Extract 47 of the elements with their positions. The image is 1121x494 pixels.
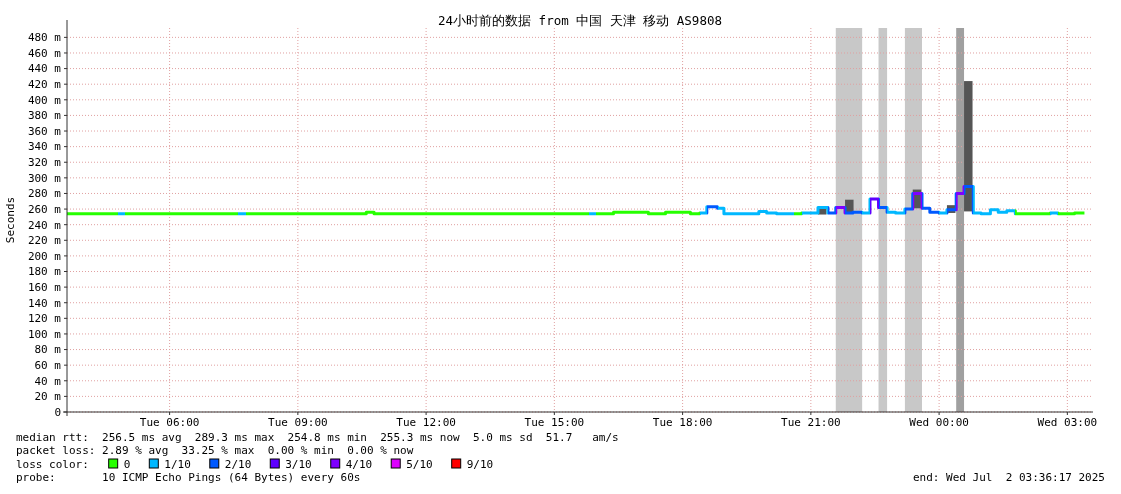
y-tick-label: 180 m bbox=[27, 265, 62, 279]
x-tick-label: Wed 00:00 bbox=[909, 416, 969, 429]
chart-title: 24小时前的数据 from 中国 天津 移动 AS9808 bbox=[438, 13, 722, 28]
y-tick-label: 380 m bbox=[27, 109, 62, 123]
text: median rtt: 256.5 ms avg 289.3 ms max 254.8 ms min 255.3 ms now 5.0 ms sd 51.7 am/s bbox=[16, 431, 619, 444]
x-tick-label: Tue 12:00 bbox=[396, 416, 456, 429]
x-tick-label: Tue 06:00 bbox=[139, 416, 200, 429]
y-tick-label: 460 m bbox=[27, 46, 62, 60]
text: probe: 10 ICMP Echo Pings (64 Bytes) every 60s bbox=[16, 471, 361, 484]
legend-label: 2/10 bbox=[224, 458, 252, 471]
y-tick-label: 100 m bbox=[27, 327, 62, 341]
y-tick-label: 80 m bbox=[34, 343, 62, 357]
y-tick-label: 40 m bbox=[34, 374, 62, 388]
y-tick-label: 0 bbox=[54, 405, 61, 419]
y-tick-label: 20 m bbox=[34, 390, 62, 404]
y-tick-label: 300 m bbox=[27, 171, 62, 185]
y-tick-label: 440 m bbox=[27, 62, 62, 76]
text: packet loss: 2.89 % avg 33.25 % max 0.00 % min 0.00 % now bbox=[16, 444, 414, 457]
legend-title: loss color: bbox=[16, 458, 89, 471]
legend-label: 1/10 bbox=[164, 458, 191, 471]
x-tick-label: Tue 18:00 bbox=[652, 416, 713, 429]
y-tick-label: 140 m bbox=[27, 296, 62, 310]
legend-label: 4/10 bbox=[345, 458, 373, 471]
y-tick-label: 240 m bbox=[27, 218, 62, 232]
y-axis-title: Seconds bbox=[4, 196, 17, 244]
y-tick-label: 320 m bbox=[27, 156, 62, 170]
y-tick-label: 220 m bbox=[27, 234, 62, 248]
y-tick-label: 60 m bbox=[34, 359, 62, 373]
y-tick-label: 160 m bbox=[27, 280, 62, 294]
y-tick-label: 360 m bbox=[27, 124, 62, 138]
y-tick-label: 340 m bbox=[27, 140, 62, 154]
legend-label: 3/10 bbox=[285, 458, 312, 471]
x-tick-label: Tue 15:00 bbox=[524, 416, 585, 429]
legend-label: 9/10 bbox=[466, 458, 494, 471]
legend-label: 5/10 bbox=[406, 458, 433, 471]
y-tick-label: 280 m bbox=[27, 187, 62, 201]
y-tick-label: 420 m bbox=[27, 78, 62, 92]
y-tick-label: 480 m bbox=[27, 31, 62, 45]
x-tick-label: Tue 09:00 bbox=[268, 416, 328, 429]
text: end: Wed Jul 2 03:36:17 2025 bbox=[912, 471, 1105, 484]
y-tick-label: 260 m bbox=[27, 202, 62, 216]
y-tick-label: 120 m bbox=[27, 312, 62, 326]
x-tick-label: Tue 21:00 bbox=[781, 416, 841, 429]
x-tick-label: Wed 03:00 bbox=[1037, 416, 1098, 429]
y-tick-label: 200 m bbox=[27, 249, 62, 263]
legend-label: 0 bbox=[123, 458, 131, 471]
y-tick-label: 400 m bbox=[27, 93, 62, 107]
